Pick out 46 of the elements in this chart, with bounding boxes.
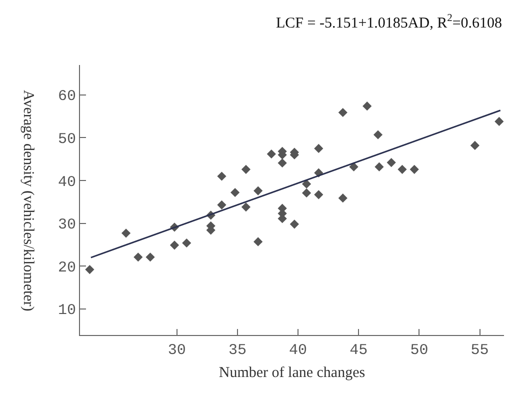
point — [241, 202, 251, 212]
point — [373, 130, 383, 140]
y-tick-label: 30 — [58, 216, 76, 234]
point — [241, 164, 251, 174]
point — [362, 102, 372, 111]
x-tick-label: 50 — [410, 342, 428, 359]
point — [121, 228, 131, 238]
y-tick-label: 40 — [58, 174, 76, 191]
point — [314, 190, 324, 200]
point — [182, 238, 192, 248]
x-tick-label: 30 — [168, 342, 186, 359]
point — [410, 164, 419, 174]
point — [146, 252, 155, 262]
point — [170, 240, 180, 250]
y-tick-label: 60 — [58, 88, 76, 106]
point — [338, 108, 348, 118]
x-tick-label: 45 — [350, 342, 368, 359]
point — [302, 188, 312, 198]
point — [230, 188, 240, 198]
point — [217, 172, 226, 181]
x-axis-title: Number of lane changes — [218, 365, 366, 381]
x-tick-label: 35 — [228, 342, 246, 359]
point — [134, 252, 143, 262]
point — [217, 200, 226, 210]
point — [494, 116, 504, 126]
x-tick-label: 55 — [470, 342, 489, 359]
point — [314, 144, 324, 153]
y-tick-label: 50 — [58, 130, 76, 148]
point — [254, 186, 263, 196]
point — [266, 149, 276, 159]
point — [290, 220, 299, 229]
x-tick-label: 40 — [289, 342, 308, 359]
point — [386, 158, 396, 168]
point — [85, 264, 94, 274]
point — [470, 140, 480, 150]
chart-title: LCF = -5.151+1.0185AD, R$^{2}$=0.6108 — [276, 13, 502, 32]
y-axis-title: Average density (vehicles/kilometer) — [20, 90, 36, 312]
point — [338, 194, 348, 203]
y-tick-label: 10 — [58, 302, 76, 320]
point — [302, 179, 312, 188]
point — [278, 158, 287, 168]
point — [398, 164, 407, 174]
point — [349, 162, 358, 172]
point — [254, 237, 263, 246]
y-tick-label: 20 — [58, 259, 76, 276]
point — [374, 162, 384, 172]
